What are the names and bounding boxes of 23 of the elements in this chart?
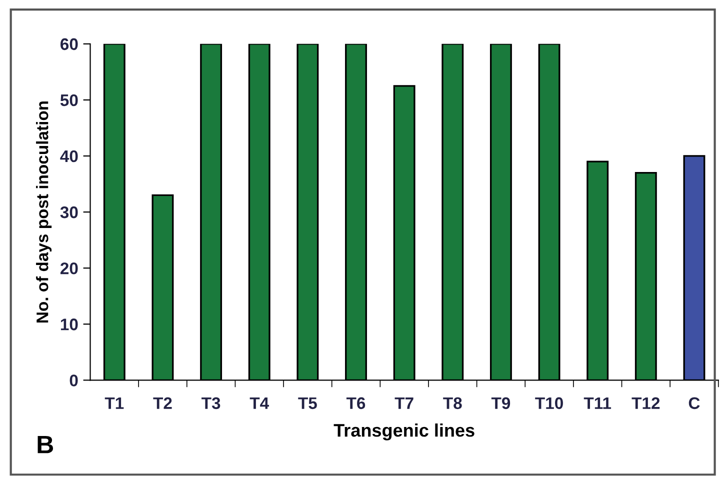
x-tick-label: T2 (153, 397, 172, 409)
text: B (38, 436, 54, 454)
x-tick-label: T5 (298, 397, 317, 410)
x-tick-label: T1 (104, 397, 124, 409)
y-tick-label: 40 (60, 150, 78, 162)
x-tick-label: T8 (443, 397, 462, 410)
y-tick-label: 20 (60, 262, 78, 274)
x-tick-label: T10 (535, 397, 563, 410)
y-tick-label: 30 (60, 206, 78, 218)
y-tick-label: 50 (60, 94, 78, 106)
x-tick-label: T7 (394, 397, 414, 409)
x-axis-title: Transgenic lines (334, 423, 474, 440)
y-axis-title: No. of days post inoculation (36, 101, 52, 322)
x-tick-label: T4 (250, 397, 269, 409)
y-tick-label: 60 (60, 38, 78, 50)
x-tick-label: T12 (632, 397, 660, 409)
x-tick-label: C (688, 397, 700, 410)
y-tick-label: 0 (70, 374, 78, 386)
x-tick-label: T9 (491, 397, 510, 410)
x-tick-label: T3 (202, 397, 220, 410)
x-tick-label: T6 (346, 397, 366, 410)
y-tick-label: 10 (60, 318, 78, 330)
x-tick-label: T11 (584, 397, 612, 409)
